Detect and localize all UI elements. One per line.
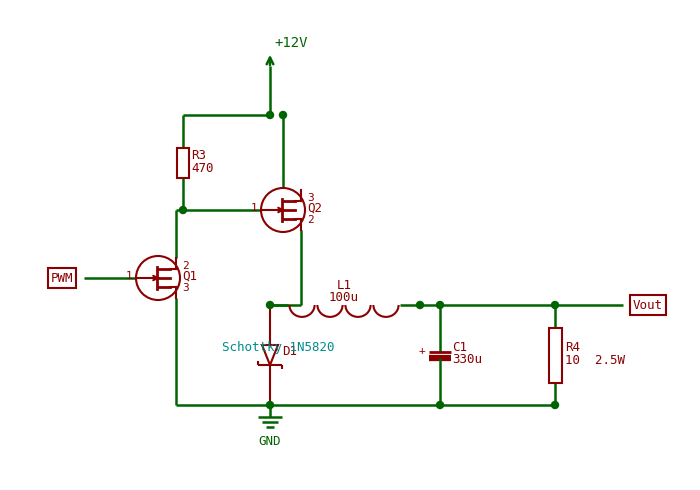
Text: Schottky 1N5820: Schottky 1N5820 [222, 341, 335, 353]
Text: Q2: Q2 [307, 201, 322, 215]
Text: 1: 1 [251, 203, 258, 213]
Text: PWM: PWM [50, 271, 74, 285]
Circle shape [552, 301, 559, 309]
Circle shape [279, 112, 286, 119]
Text: Q1: Q1 [182, 270, 197, 283]
Text: 470: 470 [191, 162, 214, 174]
Text: L1: L1 [337, 278, 351, 292]
Circle shape [267, 401, 274, 409]
Circle shape [267, 112, 274, 119]
Text: R3: R3 [191, 148, 206, 162]
Text: 330u: 330u [452, 352, 482, 366]
Circle shape [437, 301, 444, 309]
Circle shape [416, 301, 424, 309]
Circle shape [437, 401, 444, 409]
Text: 1: 1 [126, 271, 133, 281]
Text: 3: 3 [307, 193, 314, 203]
Text: +12V: +12V [274, 36, 307, 50]
Text: Vout: Vout [633, 298, 663, 312]
Text: R4: R4 [565, 341, 580, 353]
Bar [177, 148, 189, 178]
Text: C1: C1 [452, 341, 467, 353]
Text: GND: GND [259, 435, 281, 448]
Text: +: + [419, 346, 426, 356]
Text: 10  2.5W: 10 2.5W [565, 353, 625, 367]
Text: 2: 2 [307, 215, 314, 225]
Bar [549, 327, 561, 383]
Circle shape [267, 301, 274, 309]
Text: D1: D1 [282, 344, 297, 358]
Circle shape [552, 401, 559, 409]
Circle shape [179, 206, 186, 214]
Text: 100u: 100u [329, 291, 359, 303]
Text: 2: 2 [182, 261, 189, 271]
Text: 3: 3 [182, 283, 189, 293]
